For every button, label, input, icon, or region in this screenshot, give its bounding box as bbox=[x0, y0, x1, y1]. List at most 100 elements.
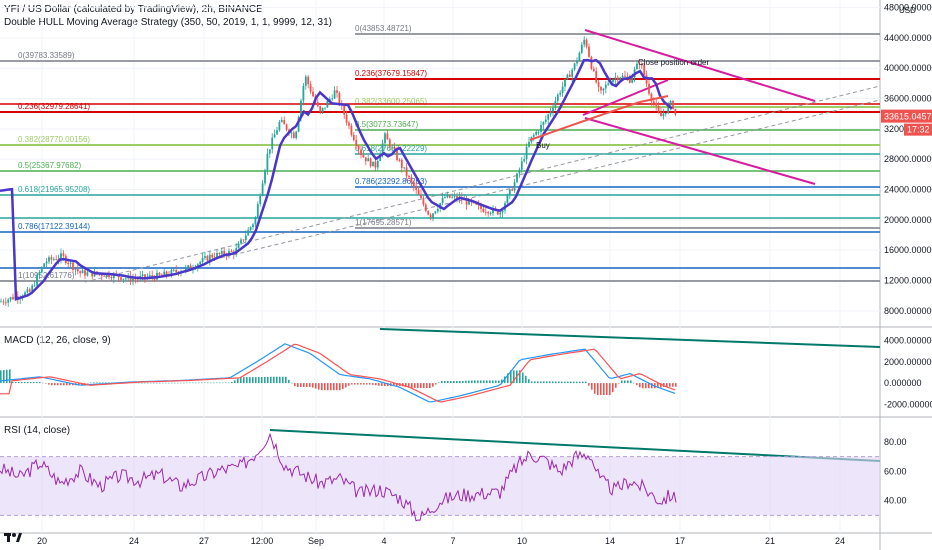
macd-histogram-bar bbox=[408, 383, 410, 388]
macd-histogram-bar bbox=[327, 383, 329, 391]
candle-body bbox=[559, 92, 562, 95]
macd-histogram-bar bbox=[165, 382, 167, 384]
countdown-label: 17:32 bbox=[907, 125, 930, 135]
candle-body bbox=[384, 133, 386, 144]
triangle-inner-line bbox=[582, 79, 669, 116]
macd-histogram-bar bbox=[579, 381, 581, 384]
candle-body bbox=[513, 182, 516, 191]
macd-histogram-bar bbox=[60, 383, 62, 386]
candle-body bbox=[549, 111, 552, 115]
macd-histogram-bar bbox=[597, 383, 599, 396]
candle-body bbox=[175, 269, 178, 273]
candle-body bbox=[446, 194, 449, 198]
candle-body bbox=[619, 77, 622, 81]
macd-histogram-bar bbox=[486, 380, 488, 384]
candle-body bbox=[170, 270, 173, 276]
macd-histogram-bar bbox=[51, 383, 53, 386]
candle-body bbox=[528, 141, 530, 147]
macd-histogram-bar bbox=[3, 370, 5, 384]
macd-histogram-bar bbox=[42, 382, 44, 384]
candle-body bbox=[110, 277, 113, 279]
macd-histogram-bar bbox=[564, 381, 566, 384]
candle-body bbox=[576, 60, 578, 64]
price-tick-label: 24000.000000 bbox=[884, 185, 932, 195]
candle-body bbox=[448, 194, 451, 198]
macd-histogram-bar bbox=[657, 383, 659, 388]
candle-body bbox=[523, 159, 526, 162]
macd-histogram-bar bbox=[369, 383, 371, 385]
macd-histogram-bar bbox=[105, 382, 107, 384]
hull-moving-average bbox=[0, 58, 673, 301]
price-tick-label: 8000.000000 bbox=[884, 306, 932, 316]
fib-left-label: 0.236(32979.28641) bbox=[18, 102, 90, 111]
candle-body bbox=[537, 131, 540, 133]
candle-body bbox=[355, 140, 358, 146]
candle-body bbox=[664, 113, 667, 114]
macd-histogram-bar bbox=[345, 383, 347, 388]
macd-histogram-bar bbox=[78, 383, 80, 386]
macd-histogram-bar bbox=[576, 381, 578, 384]
candle-body bbox=[525, 146, 528, 160]
macd-histogram-bar bbox=[15, 382, 17, 384]
currency-label: USD bbox=[899, 6, 916, 15]
macd-histogram-bar bbox=[144, 382, 146, 384]
macd-histogram-bar bbox=[366, 383, 368, 385]
candle-body bbox=[204, 256, 206, 258]
last-price-label: 33615.04579 bbox=[884, 112, 932, 122]
macd-histogram-bar bbox=[21, 382, 23, 384]
time-tick-label: 21 bbox=[765, 536, 775, 546]
candle-body bbox=[55, 259, 58, 260]
macd-histogram-bar bbox=[312, 383, 314, 388]
macd-histogram-bar bbox=[483, 380, 485, 384]
candle-body bbox=[369, 158, 372, 167]
candle-body bbox=[542, 122, 545, 125]
candle-body bbox=[230, 251, 233, 252]
candle-body bbox=[256, 204, 259, 218]
candle-body bbox=[398, 159, 401, 161]
macd-histogram-bar bbox=[384, 383, 386, 386]
candle-body bbox=[484, 211, 487, 213]
candle-body bbox=[568, 74, 571, 77]
candle-body bbox=[266, 153, 269, 171]
candle-body bbox=[645, 75, 648, 84]
macd-histogram-bar bbox=[639, 383, 641, 388]
macd-histogram-bar bbox=[261, 377, 263, 384]
candle-body bbox=[489, 213, 492, 214]
time-tick-label: 4 bbox=[381, 536, 386, 546]
candle-body bbox=[362, 154, 365, 158]
macd-histogram-bar bbox=[27, 382, 29, 384]
macd-histogram-bar bbox=[630, 380, 632, 384]
macd-tick-label: -2000.000000 bbox=[884, 399, 932, 409]
candle-body bbox=[350, 125, 353, 135]
candle-body bbox=[336, 90, 338, 93]
price-tick-label: 28000.000000 bbox=[884, 154, 932, 164]
candle-body bbox=[276, 130, 278, 135]
time-tick-label: 7 bbox=[450, 536, 455, 546]
candle-body bbox=[424, 204, 427, 212]
macd-histogram-bar bbox=[591, 383, 593, 390]
candle-body bbox=[304, 76, 307, 86]
macd-histogram-bar bbox=[519, 370, 521, 384]
candle-body bbox=[588, 46, 590, 57]
candle-body bbox=[124, 278, 127, 280]
time-tick-label: 12:00 bbox=[251, 536, 274, 546]
candle-body bbox=[417, 189, 420, 195]
macd-histogram-bar bbox=[648, 383, 650, 389]
candle-body bbox=[420, 194, 422, 199]
macd-histogram-bar bbox=[444, 381, 446, 384]
macd-histogram-bar bbox=[471, 380, 473, 384]
time-tick-label: 20 bbox=[37, 536, 47, 546]
macd-histogram-bar bbox=[528, 379, 530, 384]
candle-body bbox=[4, 302, 7, 304]
candle-body bbox=[516, 173, 518, 183]
macd-histogram-bar bbox=[138, 382, 140, 384]
macd-histogram-bar bbox=[339, 383, 341, 391]
rsi-trendline bbox=[269, 429, 881, 462]
candle-body bbox=[319, 106, 322, 112]
trend-lines bbox=[84, 29, 881, 462]
hull-ma-short-line bbox=[529, 95, 669, 141]
macd-histogram-bar bbox=[669, 383, 671, 387]
macd-histogram-bar bbox=[297, 383, 299, 387]
candle-body bbox=[655, 103, 658, 106]
